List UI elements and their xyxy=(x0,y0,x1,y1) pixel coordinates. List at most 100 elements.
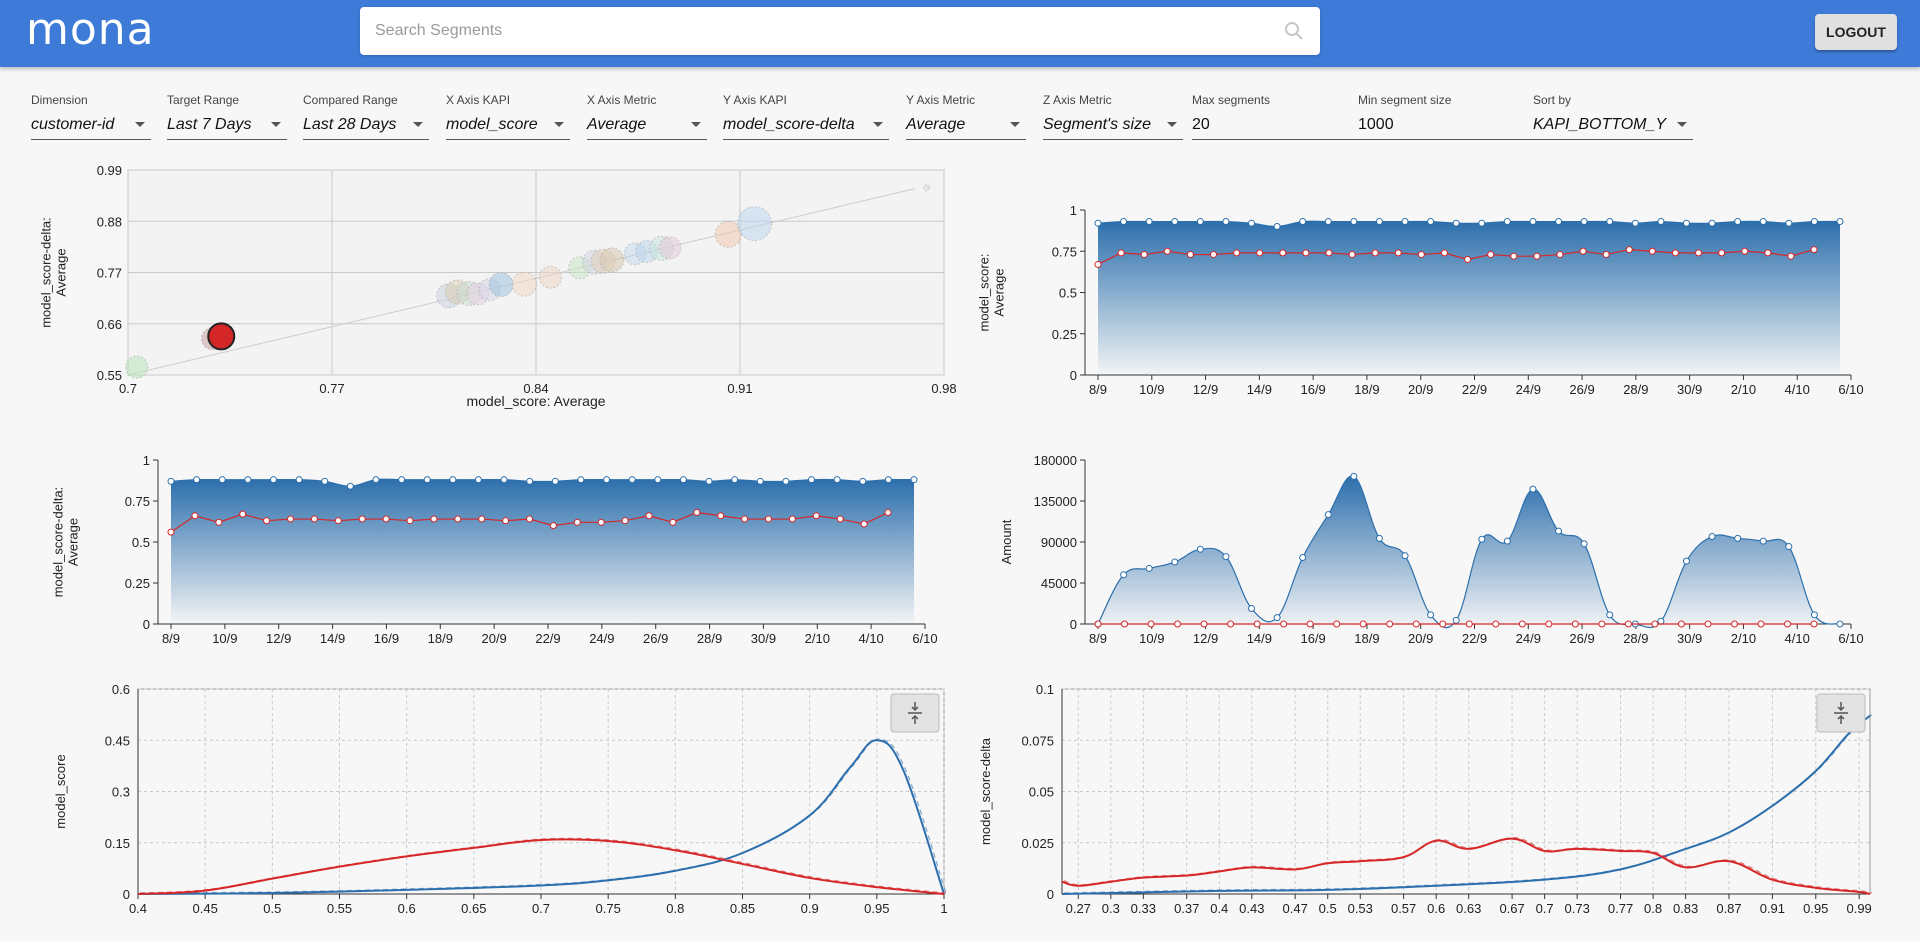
data-point-blue[interactable] xyxy=(1196,545,1204,553)
zoom-reset-button[interactable] xyxy=(1816,693,1866,733)
data-point-red[interactable] xyxy=(1348,251,1356,259)
data-point-blue[interactable] xyxy=(1478,535,1486,543)
data-point-blue[interactable] xyxy=(1631,219,1639,227)
data-point-blue[interactable] xyxy=(859,477,867,485)
data-point-blue[interactable] xyxy=(218,476,226,484)
data-point-red[interactable] xyxy=(1695,249,1703,257)
scatter-point[interactable] xyxy=(488,272,514,298)
data-point-red[interactable] xyxy=(1651,620,1659,628)
data-point-blue[interactable] xyxy=(193,476,201,484)
data-point-red[interactable] xyxy=(1186,251,1194,259)
data-point-red[interactable] xyxy=(693,508,701,516)
filter-select-value[interactable]: Average xyxy=(906,116,966,133)
dropdown-arrow-icon[interactable] xyxy=(1167,122,1177,127)
data-point-red[interactable] xyxy=(1440,249,1448,257)
data-point-blue[interactable] xyxy=(423,476,431,484)
data-point-blue[interactable] xyxy=(321,477,329,485)
dropdown-arrow-icon[interactable] xyxy=(271,122,281,127)
data-point-blue[interactable] xyxy=(1401,218,1409,226)
logout-button[interactable]: LOGOUT xyxy=(1815,14,1897,50)
data-point-red[interactable] xyxy=(1325,249,1333,257)
data-point-blue[interactable] xyxy=(1196,218,1204,226)
data-point-blue[interactable] xyxy=(1657,617,1665,625)
filter-select-value[interactable]: Segment's size xyxy=(1043,116,1151,133)
data-point-red[interactable] xyxy=(1359,620,1367,628)
data-point-red[interactable] xyxy=(788,515,796,523)
data-point-blue[interactable] xyxy=(1759,537,1767,545)
data-point-red[interactable] xyxy=(1280,620,1288,628)
scatter-point-selected[interactable] xyxy=(207,322,236,351)
data-point-blue[interactable] xyxy=(1145,218,1153,226)
data-point-red[interactable] xyxy=(669,518,677,526)
data-point-red[interactable] xyxy=(1492,620,1500,628)
data-point-blue[interactable] xyxy=(500,476,508,484)
filter-select-value[interactable]: KAPI_BOTTOM_Y xyxy=(1533,116,1667,133)
data-point-red[interactable] xyxy=(1556,251,1564,259)
filter-input-value[interactable]: 20 xyxy=(1192,116,1210,133)
data-point-blue[interactable] xyxy=(372,476,380,484)
data-point-blue[interactable] xyxy=(1145,564,1153,572)
data-point-red[interactable] xyxy=(1174,620,1182,628)
compress-icon[interactable] xyxy=(908,702,922,724)
data-point-red[interactable] xyxy=(1625,246,1633,254)
data-point-blue[interactable] xyxy=(1452,219,1460,227)
data-point-blue[interactable] xyxy=(1682,219,1690,227)
data-point-blue[interactable] xyxy=(1657,218,1665,226)
data-point-red[interactable] xyxy=(1209,251,1217,259)
zoom-reset-button[interactable] xyxy=(890,693,940,733)
data-point-blue[interactable] xyxy=(808,476,816,484)
data-point-red[interactable] xyxy=(1624,620,1632,628)
data-point-red[interactable] xyxy=(215,518,223,526)
data-point-blue[interactable] xyxy=(1350,472,1358,480)
data-point-blue[interactable] xyxy=(398,476,406,484)
scatter-point[interactable] xyxy=(658,236,682,260)
data-point-red[interactable] xyxy=(1094,260,1102,268)
data-point-blue[interactable] xyxy=(833,476,841,484)
search-input[interactable] xyxy=(375,7,1275,55)
data-point-blue[interactable] xyxy=(1299,553,1307,561)
data-point-blue[interactable] xyxy=(526,477,534,485)
data-point-blue[interactable] xyxy=(1478,219,1486,227)
data-point-red[interactable] xyxy=(1394,249,1402,257)
data-point-red[interactable] xyxy=(1510,252,1518,260)
data-point-blue[interactable] xyxy=(1324,511,1332,519)
data-point-red[interactable] xyxy=(1810,620,1818,628)
data-point-red[interactable] xyxy=(1371,249,1379,257)
search-icon[interactable] xyxy=(1284,21,1304,41)
data-point-red[interactable] xyxy=(1764,249,1772,257)
data-point-red[interactable] xyxy=(1439,620,1447,628)
data-point-red[interactable] xyxy=(764,515,772,523)
data-point-red[interactable] xyxy=(502,517,510,525)
data-point-blue[interactable] xyxy=(1708,533,1716,541)
filter-select-value[interactable]: model_score-delta xyxy=(723,116,855,133)
data-point-red[interactable] xyxy=(239,510,247,518)
compress-icon[interactable] xyxy=(1834,702,1848,724)
filter-select-value[interactable]: model_score xyxy=(446,116,538,133)
data-point-red[interactable] xyxy=(621,517,629,525)
data-point-blue[interactable] xyxy=(295,476,303,484)
data-point-red[interactable] xyxy=(1094,620,1102,628)
data-point-blue[interactable] xyxy=(1606,611,1614,619)
data-point-red[interactable] xyxy=(1117,249,1125,257)
data-point-red[interactable] xyxy=(167,528,175,536)
scatter-point[interactable] xyxy=(511,271,537,297)
data-point-blue[interactable] xyxy=(1427,218,1435,226)
data-point-blue[interactable] xyxy=(167,477,175,485)
data-point-blue[interactable] xyxy=(551,477,559,485)
filter-select-value[interactable]: Last 7 Days xyxy=(167,116,252,133)
data-point-red[interactable] xyxy=(191,512,199,520)
data-point-blue[interactable] xyxy=(1759,218,1767,226)
data-point-red[interactable] xyxy=(860,520,868,528)
data-point-blue[interactable] xyxy=(1734,534,1742,542)
scatter-point[interactable] xyxy=(599,247,625,273)
data-point-blue[interactable] xyxy=(756,477,764,485)
data-point-red[interactable] xyxy=(1200,620,1208,628)
data-point-blue[interactable] xyxy=(910,476,918,484)
data-point-red[interactable] xyxy=(1704,620,1712,628)
data-point-blue[interactable] xyxy=(654,476,662,484)
data-point-blue[interactable] xyxy=(1120,218,1128,226)
data-point-red[interactable] xyxy=(358,515,366,523)
dropdown-arrow-icon[interactable] xyxy=(691,122,701,127)
data-point-red[interactable] xyxy=(1730,620,1738,628)
data-point-red[interactable] xyxy=(1306,620,1314,628)
